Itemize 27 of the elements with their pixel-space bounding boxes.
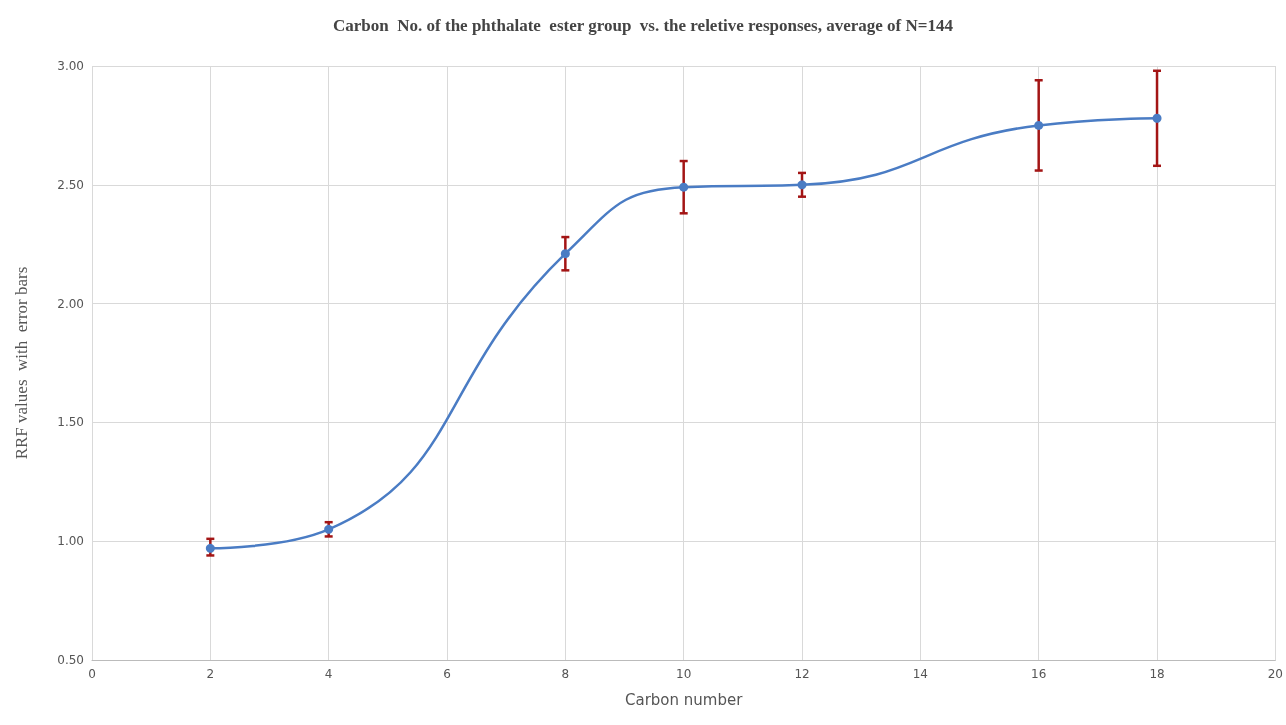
x-tick-label: 18 — [1149, 667, 1165, 681]
point — [797, 180, 807, 190]
x-tick-label: 16 — [1031, 667, 1047, 681]
x-tick-label: 2 — [206, 667, 215, 681]
point — [1152, 113, 1162, 123]
y-tick-label: 3.00 — [57, 59, 84, 73]
y-tick-label: 2.50 — [57, 177, 84, 192]
point — [324, 524, 334, 534]
x-tick-label: 12 — [794, 667, 810, 681]
point — [1034, 120, 1044, 130]
x-tick-label: 14 — [912, 667, 928, 681]
x-tick-label: 4 — [324, 667, 333, 681]
x-tick-label: 6 — [443, 667, 451, 681]
chart-title: Carbon No. of the phthalate ester group vs. the reletive responses, average of N=144 — [333, 16, 954, 35]
y-tick-label: 0.50 — [57, 653, 84, 667]
point — [679, 182, 689, 192]
y-axis-title: RRF values with error bars — [12, 266, 31, 460]
point — [560, 249, 570, 259]
y-tick-label: 2.00 — [57, 296, 84, 311]
y-tick-label: 1.00 — [57, 534, 84, 549]
x-axis-title: Carbon number — [625, 690, 744, 709]
y-tick-label: 1.50 — [57, 415, 84, 430]
x-tick-label: 20 — [1267, 667, 1284, 681]
point — [205, 543, 215, 553]
x-tick-label: 10 — [676, 667, 692, 681]
x-tick-label: 8 — [561, 667, 570, 681]
x-tick-label: 0 — [88, 667, 96, 681]
